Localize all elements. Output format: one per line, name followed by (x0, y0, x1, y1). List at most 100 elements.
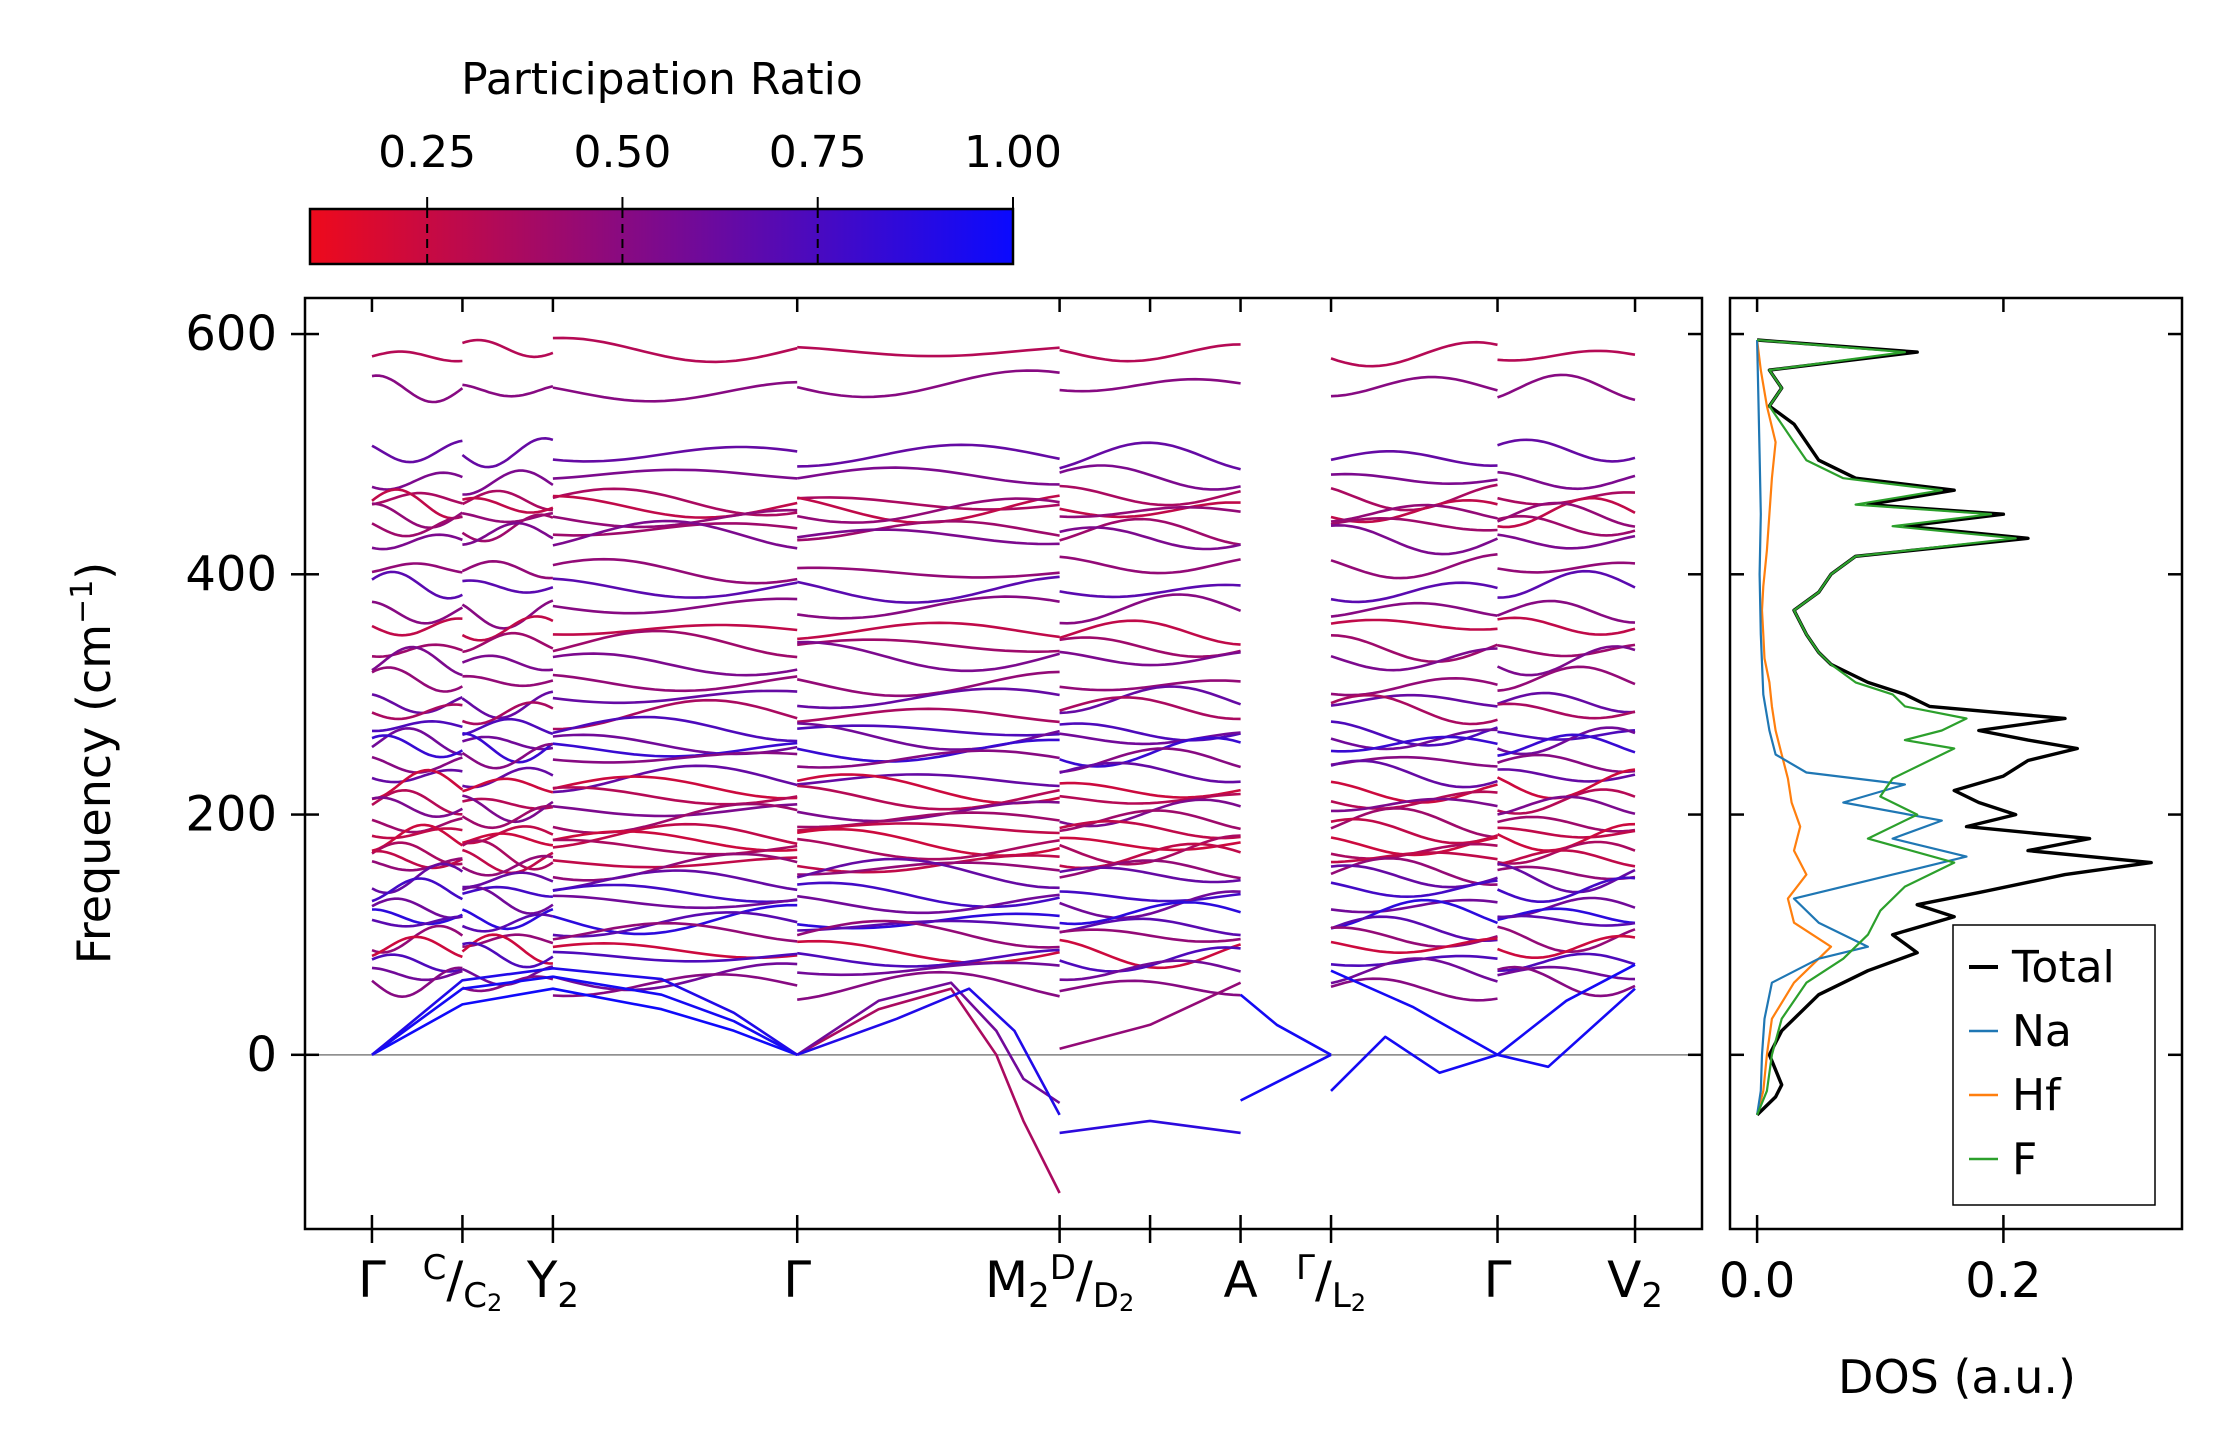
phonon-branch (462, 732, 554, 764)
colorbar-tick-label: 0.75 (769, 127, 867, 178)
phonon-branch (1330, 851, 1498, 864)
phonon-branch (1497, 373, 1636, 402)
x-tick-label: A (1223, 1251, 1257, 1309)
phonon-branch (462, 631, 554, 654)
phonon-branch (552, 689, 798, 705)
phonon-branch (1059, 501, 1241, 519)
phonon-branch (462, 871, 554, 889)
phonon-branch (461, 513, 554, 543)
phonon-branch (461, 742, 553, 770)
phonon-branch (1497, 768, 1636, 783)
phonon-branch (552, 803, 798, 818)
phonon-branch (1497, 788, 1636, 815)
phonon-branch (797, 881, 1060, 909)
phonon-branch (1059, 761, 1241, 784)
x-tick-label: M2D/D2 (985, 1248, 1134, 1317)
phonon-branch (552, 894, 798, 910)
phonon-branch (552, 577, 798, 599)
acoustic-branch (1239, 993, 1332, 1056)
phonon-branch (461, 599, 554, 630)
phonon-branch (1497, 849, 1636, 868)
phonon-branch (1497, 533, 1636, 550)
phonon-branch (552, 698, 798, 731)
legend: Total Na Hf F (1952, 924, 2156, 1206)
acoustic-branch (1059, 981, 1242, 1051)
colorbar-tick-label: 0.50 (573, 127, 671, 178)
band-plot-frame (303, 296, 1704, 1231)
phonon-branch (461, 559, 553, 580)
phonon-branch (1330, 472, 1498, 486)
phonon-branch (1059, 679, 1241, 692)
phonon-branch (1059, 526, 1241, 551)
phonon-branch (371, 796, 463, 819)
phonon-branch (1059, 695, 1241, 721)
phonon-branch (796, 800, 1060, 823)
phonon-branch (1059, 836, 1241, 852)
phonon-branch (371, 877, 463, 903)
phonon-branch (371, 666, 463, 693)
phonon-branch (552, 629, 798, 659)
phonon-branch (371, 350, 463, 363)
phonon-branch (1497, 569, 1636, 599)
y-axis-label-main: Frequency (cm (67, 624, 121, 964)
phonon-branch (371, 471, 463, 491)
phonon-branch (371, 841, 463, 866)
phonon-branch (1330, 693, 1498, 708)
phonon-branch (1496, 876, 1636, 903)
phonon-branch (461, 854, 554, 877)
phonon-branch (796, 369, 1060, 399)
acoustic-branch (1240, 1053, 1332, 1102)
phonon-branch (552, 838, 798, 856)
phonon-branch (1330, 937, 1498, 955)
phonon-branch (796, 857, 1060, 890)
phonon-branch (371, 617, 463, 637)
phonon-branch (371, 502, 464, 530)
phonon-branch (371, 727, 463, 756)
legend-label-na: Na (2012, 1006, 2072, 1057)
phonon-branch (552, 508, 798, 529)
phonon-branch (552, 856, 798, 869)
acoustic-branch (1330, 969, 1499, 1056)
phonon-branch (371, 374, 464, 404)
phonon-branch (371, 562, 463, 574)
phonon-branch (797, 496, 1060, 511)
phonon-branch (1059, 555, 1241, 575)
phonon-branch (1330, 879, 1498, 899)
phonon-branch (797, 773, 1060, 788)
phonon-branch (461, 804, 554, 830)
phonon-branch (1330, 375, 1498, 398)
phonon-branch (797, 893, 1060, 915)
phonon-branch (372, 908, 463, 926)
phonon-branch (552, 903, 798, 936)
phonon-branch (1330, 957, 1498, 985)
phonon-branch (461, 654, 554, 672)
dos-curve-hf (1756, 339, 1833, 1116)
phonon-branch (371, 935, 463, 959)
phonon-branch (552, 715, 798, 743)
phonon-branch (1497, 965, 1636, 998)
phonon-branch (371, 439, 463, 464)
phonon-branch (552, 468, 798, 480)
phonon-branch (1059, 792, 1241, 805)
phonon-branch (1059, 866, 1241, 884)
dos-curve-total (1755, 338, 2153, 1117)
phonon-branch (1059, 464, 1241, 491)
phonon-branch (796, 575, 1060, 604)
phonon-branch (1497, 733, 1636, 757)
phonon-branch (1497, 491, 1636, 506)
phonon-branch (1497, 934, 1636, 959)
phonon-branch (462, 579, 554, 594)
dos-x-tick-label: 0.0 (1719, 1253, 1795, 1309)
phonon-branch (1330, 581, 1498, 604)
dos-curve-f (1756, 338, 2017, 1116)
phonon-branch (1497, 665, 1636, 692)
phonon-branch (461, 885, 554, 915)
phonon-branch (371, 488, 463, 520)
phonon-branch (371, 924, 464, 954)
colorbar-tick-label: 0.25 (378, 127, 476, 178)
phonon-branch (1059, 890, 1241, 920)
phonon-branch (1330, 817, 1498, 845)
phonon-branch (552, 557, 798, 585)
phonon-branch (552, 775, 798, 800)
phonon-branch (371, 515, 463, 538)
